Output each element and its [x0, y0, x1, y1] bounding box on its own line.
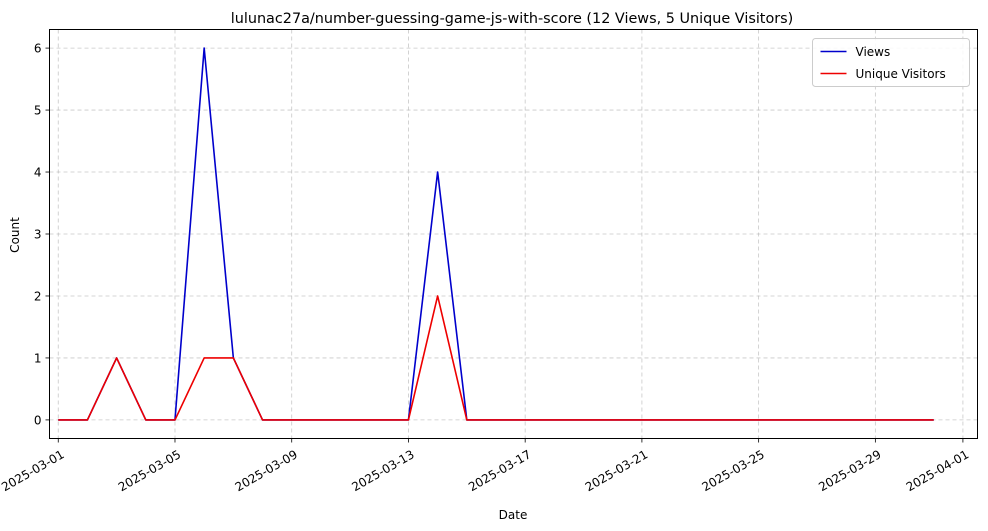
chart-title: lulunac27a/number-guessing-game-js-with-… [231, 11, 794, 27]
y-tick-label: 0 [34, 413, 42, 427]
y-axis-title: Count [8, 217, 22, 253]
legend-label-views: Views [856, 45, 891, 59]
legend-label-unique-visitors: Unique Visitors [856, 67, 946, 81]
y-tick-label: 6 [34, 42, 42, 56]
y-tick-label: 1 [34, 351, 42, 365]
y-tick-label: 3 [34, 228, 42, 242]
y-axis: 0 1 2 3 4 5 6 [34, 42, 50, 427]
series-group [58, 47, 934, 421]
series-line-unique-visitors [58, 295, 934, 421]
legend: Views Unique Visitors [812, 38, 970, 87]
y-tick-label: 2 [34, 289, 42, 303]
x-axis-title: Date [499, 508, 528, 522]
y-tick-label: 4 [34, 166, 42, 180]
y-tick-label: 5 [34, 104, 42, 118]
legend-box [812, 38, 970, 87]
